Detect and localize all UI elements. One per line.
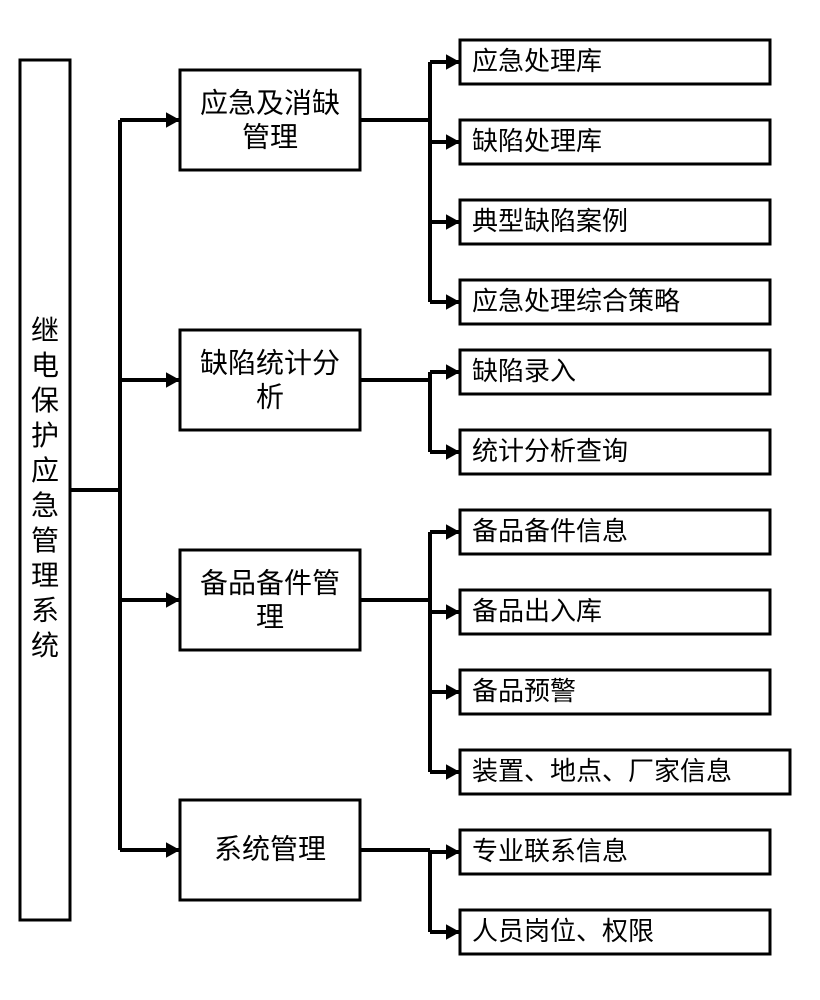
leaf-label: 装置、地点、厂家信息 — [472, 757, 732, 786]
hierarchy-diagram: 继电保护应急管理系统应急及消缺管理缺陷统计分析备品备件管理系统管理应急处理库缺陷… — [0, 0, 820, 1000]
svg-text:理: 理 — [256, 602, 284, 633]
svg-text:继: 继 — [31, 315, 59, 347]
svg-text:管理: 管理 — [242, 121, 298, 153]
mid-node — [180, 70, 360, 170]
svg-text:系: 系 — [31, 595, 59, 627]
svg-text:管: 管 — [31, 525, 59, 557]
svg-text:统: 统 — [31, 630, 59, 662]
svg-text:析: 析 — [256, 381, 284, 413]
leaf-label: 应急处理库 — [472, 47, 602, 76]
leaf-label: 典型缺陷案例 — [472, 207, 628, 236]
svg-text:理: 理 — [31, 561, 59, 592]
mid-node — [180, 330, 360, 430]
svg-text:系统管理: 系统管理 — [214, 833, 326, 865]
leaf-label: 专业联系信息 — [472, 837, 628, 866]
svg-text:电: 电 — [31, 350, 59, 382]
leaf-label: 统计分析查询 — [472, 437, 628, 466]
svg-text:急: 急 — [31, 490, 59, 522]
svg-text:应急及消缺: 应急及消缺 — [200, 87, 340, 119]
svg-text:缺陷统计分: 缺陷统计分 — [200, 347, 340, 379]
leaf-label: 缺陷处理库 — [472, 127, 602, 156]
leaf-label: 应急处理综合策略 — [472, 287, 680, 316]
root-node — [20, 60, 70, 920]
svg-text:应: 应 — [31, 455, 59, 487]
mid-node — [180, 550, 360, 650]
leaf-label: 备品预警 — [472, 677, 576, 706]
leaf-label: 备品出入库 — [472, 597, 602, 626]
leaf-label: 人员岗位、权限 — [472, 917, 654, 946]
svg-text:护: 护 — [31, 420, 59, 452]
svg-text:保: 保 — [31, 385, 59, 417]
svg-text:备品备件管: 备品备件管 — [200, 567, 340, 599]
leaf-label: 缺陷录入 — [472, 357, 576, 386]
leaf-label: 备品备件信息 — [472, 517, 628, 546]
